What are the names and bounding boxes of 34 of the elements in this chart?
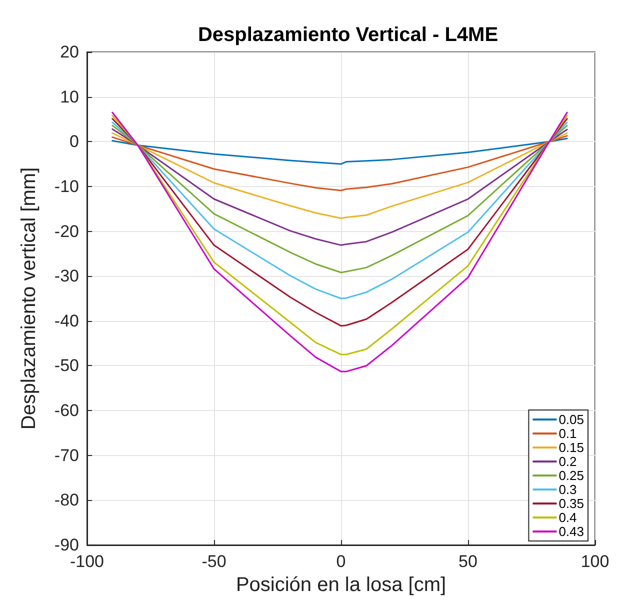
legend-label: 0.35: [558, 496, 584, 511]
y-tick-label: 0: [70, 132, 79, 152]
y-tick-label: -70: [54, 446, 79, 465]
x-axis-title: Posición en la losa [cm]: [236, 574, 446, 596]
line-series: [112, 135, 568, 192]
y-tick-label: -10: [54, 176, 79, 196]
legend-label: 0.1: [558, 426, 577, 441]
y-tick-label: -30: [54, 266, 79, 286]
y-tick-label: -20: [54, 222, 79, 241]
x-tick-label: 50: [458, 552, 478, 571]
legend-label: 0.4: [558, 510, 577, 525]
y-tick-label: -40: [54, 311, 79, 330]
line-series: [112, 124, 568, 274]
x-tick-label: 0: [336, 552, 346, 571]
chart-title: Desplazamiento Vertical - L4ME: [198, 24, 498, 46]
line-series: [112, 128, 568, 246]
x-tick-label: 100: [580, 552, 610, 571]
y-axis-title: Desplazamiento vertical [mm]: [18, 167, 40, 430]
legend-label: 0.15: [558, 440, 584, 455]
legend-label: 0.2: [558, 454, 577, 469]
x-tick-label: -50: [202, 552, 226, 571]
y-tick-label: 10: [60, 87, 79, 106]
x-tick-label: -100: [70, 552, 104, 571]
legend-label: 0.25: [558, 468, 584, 483]
legend-label: 0.43: [558, 524, 584, 539]
legend-label: 0.3: [558, 482, 577, 497]
y-tick-label: -90: [54, 536, 79, 554]
y-tick-label: -80: [54, 490, 79, 510]
line-series: [112, 138, 568, 165]
y-tick-label: -50: [54, 356, 79, 376]
legend-label: 0.05: [558, 412, 584, 427]
y-tick-label: -60: [54, 401, 79, 420]
y-tick-label: 20: [60, 42, 79, 62]
line-series: [112, 132, 568, 220]
